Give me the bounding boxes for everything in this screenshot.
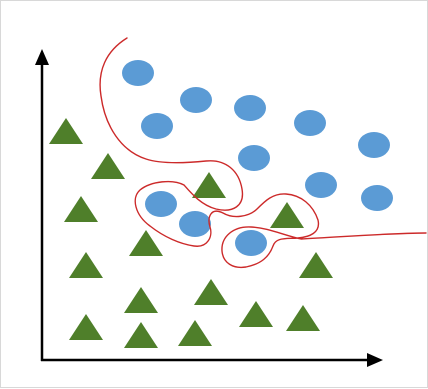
triangle-point	[69, 252, 103, 278]
decision-boundary	[99, 37, 427, 269]
triangle-point	[64, 196, 98, 222]
circle-point	[179, 211, 211, 237]
triangle-point	[124, 287, 158, 313]
class-a-points	[122, 60, 393, 256]
y-axis-arrowhead	[35, 49, 49, 65]
circle-point	[141, 113, 173, 139]
triangle-point	[178, 320, 212, 346]
circle-point	[358, 132, 390, 158]
triangle-point	[286, 305, 320, 331]
circle-point	[234, 95, 266, 121]
class-b-points	[49, 118, 333, 348]
triangle-point	[299, 252, 333, 278]
triangle-point	[91, 153, 125, 179]
circle-point	[145, 191, 177, 217]
triangle-point	[270, 202, 304, 228]
axes	[35, 49, 383, 367]
triangle-point	[194, 279, 228, 305]
circle-point	[180, 87, 212, 113]
triangle-point	[192, 172, 226, 198]
circle-point	[235, 230, 267, 256]
x-axis-arrowhead	[367, 353, 383, 367]
triangle-point	[129, 230, 163, 256]
triangle-point	[49, 118, 83, 144]
triangle-point	[124, 322, 158, 348]
circle-point	[294, 110, 326, 136]
circle-point	[238, 145, 270, 171]
triangle-point	[239, 301, 273, 327]
circle-point	[361, 185, 393, 211]
circle-point	[122, 60, 154, 86]
triangle-point	[69, 314, 103, 340]
circle-point	[305, 172, 337, 198]
